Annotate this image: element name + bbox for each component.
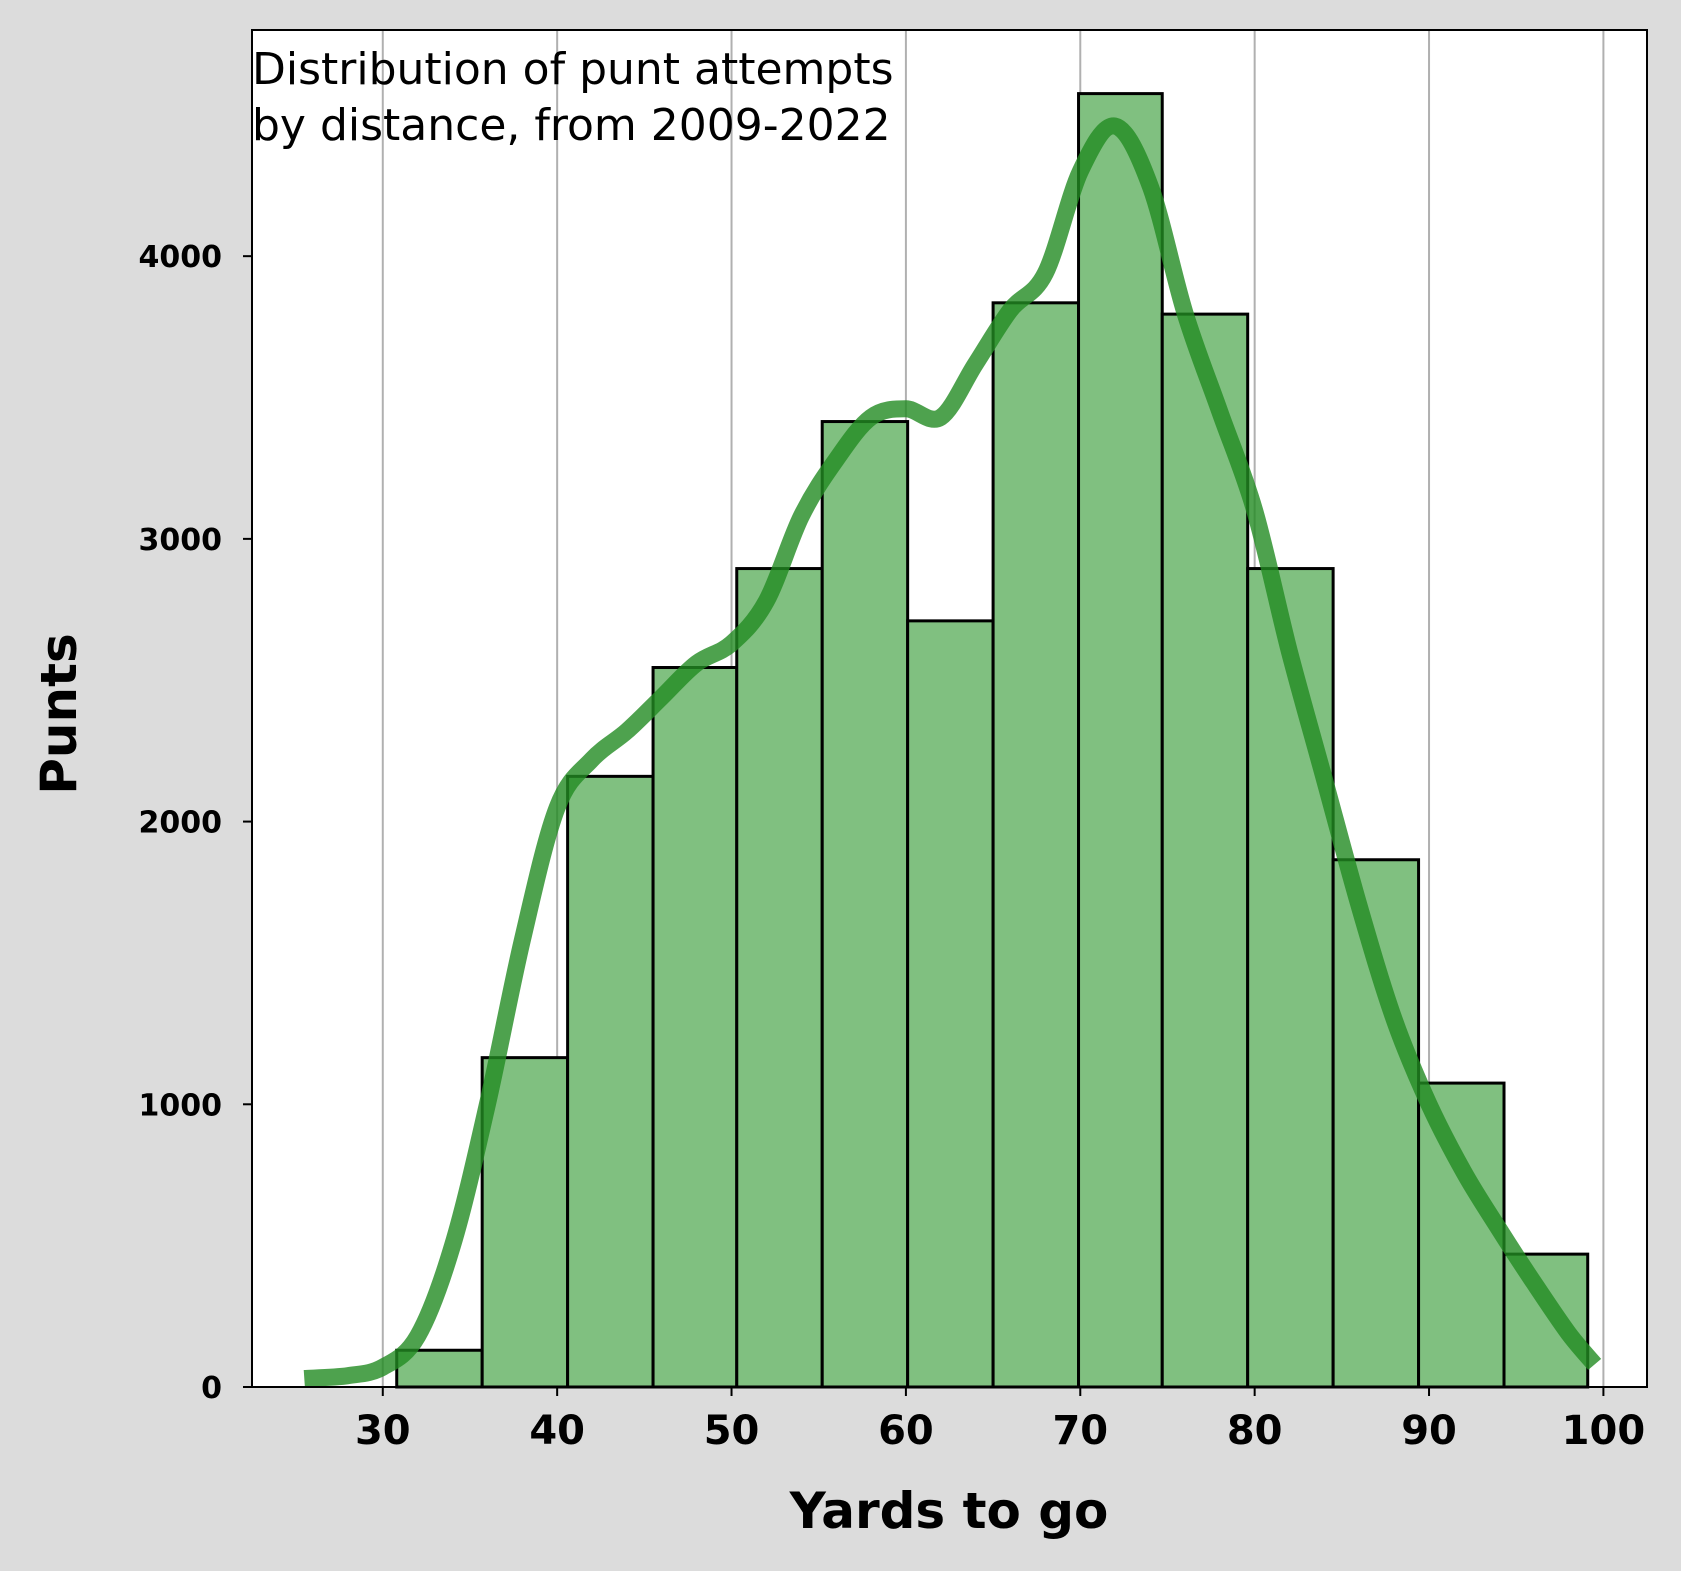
y-tick-label-2000: 2000 (139, 806, 223, 841)
histogram-bar-8 (991, 301, 1081, 1389)
x-tick-label-30: 30 (355, 1408, 411, 1454)
histogram-bar-3 (566, 774, 655, 1389)
kde-curve (303, 117, 1602, 1387)
histogram-bar-7 (906, 619, 995, 1389)
x-axis-label: Yards to go (789, 1482, 1109, 1540)
histogram-bar-10 (1160, 312, 1250, 1389)
x-tick-label-40: 40 (529, 1408, 585, 1454)
chart-title-line-2: by distance, from 2009-2022 (252, 100, 891, 151)
histogram-bar-9 (1077, 92, 1164, 1389)
x-axis-ticks: 30 40 50 60 70 80 90 100 (355, 1387, 1645, 1454)
histogram-bar-11 (1246, 567, 1335, 1389)
y-axis-label: Punts (30, 633, 88, 795)
y-tick-label-1000: 1000 (139, 1088, 223, 1123)
y-tick-label-0: 0 (201, 1371, 222, 1406)
histogram-bars (395, 92, 1590, 1389)
histogram-bar-5 (735, 567, 824, 1389)
x-tick-label-100: 100 (1562, 1408, 1646, 1454)
kde-curve-group (303, 117, 1602, 1387)
histogram-bar-14 (1502, 1252, 1590, 1389)
y-tick-label-3000: 3000 (139, 523, 223, 558)
plot-frame (251, 29, 1648, 1388)
x-tick-label-70: 70 (1052, 1408, 1108, 1454)
histogram-bar-4 (651, 666, 739, 1389)
histogram-bar-6 (820, 420, 910, 1389)
y-tick-label-4000: 4000 (139, 240, 223, 275)
chart-title-line-1: Distribution of punt attempts (252, 44, 894, 95)
x-tick-label-60: 60 (878, 1408, 934, 1454)
x-tick-label-50: 50 (704, 1408, 760, 1454)
x-tick-label-80: 80 (1227, 1408, 1283, 1454)
y-axis-ticks: 0 1000 2000 3000 4000 (139, 240, 252, 1406)
x-tick-label-90: 90 (1401, 1408, 1457, 1454)
